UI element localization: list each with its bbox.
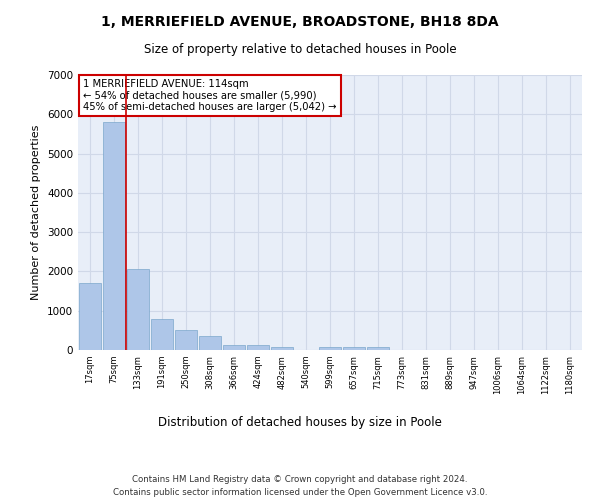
Bar bbox=[151, 318, 173, 350]
Bar bbox=[103, 122, 125, 350]
Text: Size of property relative to detached houses in Poole: Size of property relative to detached ho… bbox=[143, 42, 457, 56]
Text: Contains HM Land Registry data © Crown copyright and database right 2024.: Contains HM Land Registry data © Crown c… bbox=[132, 476, 468, 484]
Bar bbox=[223, 345, 245, 350]
Text: 1 MERRIEFIELD AVENUE: 114sqm
← 54% of detached houses are smaller (5,990)
45% of: 1 MERRIEFIELD AVENUE: 114sqm ← 54% of de… bbox=[83, 79, 337, 112]
Y-axis label: Number of detached properties: Number of detached properties bbox=[31, 125, 41, 300]
Bar bbox=[247, 346, 269, 350]
Bar bbox=[367, 347, 389, 350]
Bar bbox=[175, 330, 197, 350]
Bar bbox=[79, 283, 101, 350]
Bar bbox=[343, 347, 365, 350]
Bar bbox=[319, 347, 341, 350]
Bar bbox=[271, 347, 293, 350]
Text: Distribution of detached houses by size in Poole: Distribution of detached houses by size … bbox=[158, 416, 442, 429]
Bar bbox=[127, 270, 149, 350]
Bar bbox=[199, 336, 221, 350]
Text: 1, MERRIEFIELD AVENUE, BROADSTONE, BH18 8DA: 1, MERRIEFIELD AVENUE, BROADSTONE, BH18 … bbox=[101, 15, 499, 29]
Text: Contains public sector information licensed under the Open Government Licence v3: Contains public sector information licen… bbox=[113, 488, 487, 497]
